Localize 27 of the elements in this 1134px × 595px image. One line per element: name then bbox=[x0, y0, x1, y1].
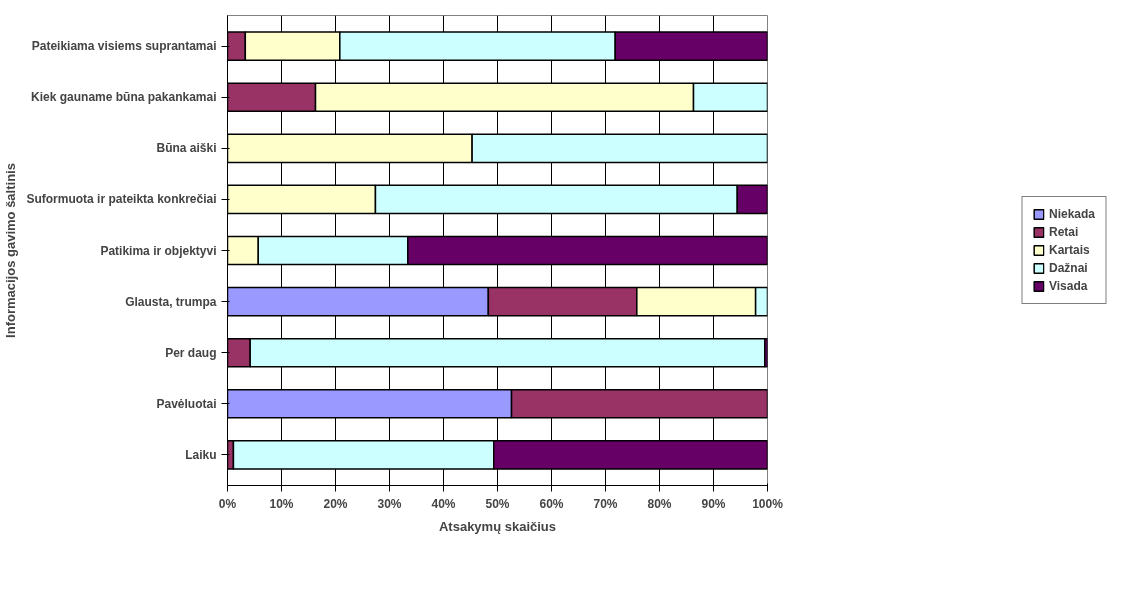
x-tick-label: 60% bbox=[539, 496, 564, 511]
legend-label: Retai bbox=[1048, 225, 1079, 239]
x-tick-label: 40% bbox=[431, 496, 456, 511]
y-tick-label: Per daug bbox=[165, 345, 217, 360]
y-tick-label: Pavėluotai bbox=[156, 396, 217, 411]
legend-label: Niekada bbox=[1048, 207, 1096, 221]
x-tick-label: 70% bbox=[593, 496, 618, 511]
y-tick-label: Glausta, trumpa bbox=[125, 294, 217, 309]
x-tick-label: 90% bbox=[701, 496, 726, 511]
x-tick-label: 80% bbox=[647, 496, 672, 511]
x-tick-label: 0% bbox=[218, 496, 237, 511]
y-tick-label: Kiek gauname būna pakankamai bbox=[31, 90, 217, 105]
x-tick-label: 10% bbox=[269, 496, 294, 511]
y-tick-label: Patikima ir objektyvi bbox=[100, 243, 217, 258]
y-tick-label: Pateikiama visiems suprantamai bbox=[31, 39, 217, 54]
legend-label: Kartais bbox=[1048, 243, 1090, 257]
y-tick-label: Būna aiški bbox=[156, 141, 217, 156]
y-tick-label: Suformuota ir pateikta konkrečiai bbox=[26, 192, 217, 207]
y-axis-title: Informacijos gavimo šaltinis bbox=[3, 163, 19, 338]
x-tick-label: 20% bbox=[323, 496, 348, 511]
x-axis-title: Atsakymų skaičius bbox=[438, 518, 557, 534]
x-tick-label: 100% bbox=[752, 496, 784, 511]
x-tick-label: 30% bbox=[377, 496, 402, 511]
legend-label: Visada bbox=[1048, 279, 1088, 293]
legend-label: Dažnai bbox=[1048, 261, 1088, 275]
x-tick-label: 50% bbox=[485, 496, 510, 511]
y-tick-label: Laiku bbox=[185, 447, 217, 462]
